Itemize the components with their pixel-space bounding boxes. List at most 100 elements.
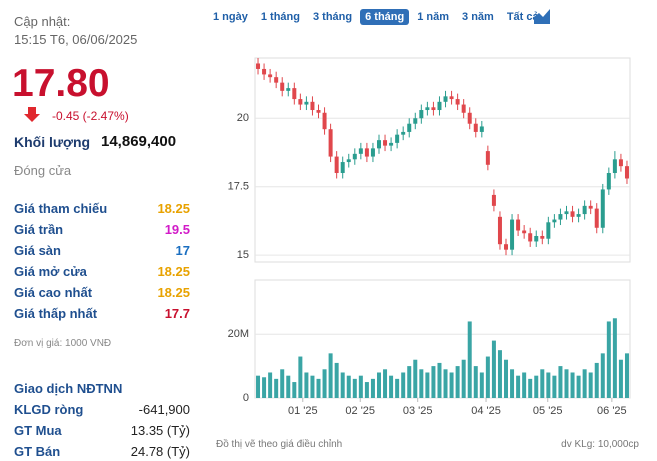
volume-bar [624, 353, 629, 398]
candle-body [485, 151, 490, 165]
candle-body [467, 112, 472, 124]
x-tick-label: 06 '25 [597, 405, 627, 417]
candle-body [594, 208, 599, 228]
plot-frame [254, 57, 631, 263]
foreign-label: GT Bán [14, 444, 61, 459]
candle-body [334, 156, 339, 174]
candle-body [618, 159, 623, 167]
volume-bar [516, 375, 521, 398]
volume-bar [262, 377, 267, 398]
foreign-value: -641,900 [138, 402, 190, 417]
volume-bar [504, 359, 509, 398]
volume-bar [594, 362, 599, 398]
candle-body [256, 63, 261, 69]
candle-body [461, 104, 466, 113]
y-tick-label: 20M [228, 328, 249, 340]
price: 17.80 [12, 62, 110, 105]
volume-bar [582, 369, 587, 398]
y-tick-label: 17.5 [228, 181, 249, 193]
volume-bar [479, 372, 484, 398]
candle-body [516, 219, 521, 231]
volume-bar [534, 375, 539, 398]
volume-bar [576, 375, 581, 398]
candle-body [370, 148, 375, 157]
row-label: Giá cao nhất [14, 285, 93, 300]
x-tick-label: 04 '25 [471, 405, 501, 417]
volume-bar [564, 369, 569, 398]
x-tick-label: 01 '25 [288, 405, 318, 417]
volume-label: Khối lượng [14, 134, 91, 150]
range-tab[interactable]: 3 năm [462, 11, 494, 23]
volume-bar [364, 382, 369, 398]
candle-body [286, 88, 291, 91]
volume-bar [552, 375, 557, 398]
volume-bar [292, 382, 297, 398]
candle-body [407, 123, 412, 132]
chart-icon[interactable] [534, 8, 550, 24]
volume-bar [298, 356, 303, 398]
candle-body [401, 131, 406, 135]
volume-bar [570, 372, 575, 398]
row-value: 17.7 [164, 306, 190, 321]
volume-bar [280, 369, 285, 398]
candle-body [449, 96, 454, 100]
candle-body [262, 68, 267, 75]
range-tab[interactable]: 1 tháng [260, 11, 300, 23]
volume-bar [310, 375, 315, 398]
candle-body [364, 148, 369, 157]
volume-bar [328, 353, 333, 398]
volume-bar [358, 375, 363, 398]
volume-bar [401, 372, 406, 398]
candle-body [328, 129, 333, 157]
range-tabs: 1 ngày 1 tháng 3 tháng 6 tháng 1 năm 3 năm Tất… [208, 9, 544, 25]
candle-body [310, 101, 315, 111]
range-tab[interactable]: 1 ngày [213, 11, 248, 23]
candle-body [455, 99, 460, 105]
volume-bar [485, 356, 490, 398]
volume-bar [340, 372, 345, 398]
volume: 14,869,400 [101, 133, 177, 150]
row-label: Giá trần [14, 222, 64, 237]
volume-bar [425, 372, 430, 398]
volume-bar [389, 375, 394, 398]
volume-bar [588, 372, 593, 398]
foreign-value: 13.35 (Tỷ) [130, 423, 190, 438]
volume-bar [419, 369, 424, 398]
range-tab[interactable]: 6 tháng [360, 9, 410, 25]
volume-bar [334, 362, 339, 398]
candle-body [292, 88, 297, 100]
volume-bar [467, 321, 472, 398]
candle-body [624, 166, 629, 179]
updated-label: Cập nhật: [14, 14, 71, 29]
volume-bar [304, 372, 309, 398]
candle-body [491, 194, 496, 206]
row-label: Giá thấp nhất [14, 306, 98, 321]
candle-body [316, 110, 321, 113]
candle-body [304, 101, 309, 105]
candle-body [298, 99, 303, 105]
candle-body [558, 214, 563, 220]
row-value: 17 [175, 243, 190, 258]
candle-body [268, 74, 273, 78]
volume-bar [316, 378, 321, 398]
row-value: 18.25 [157, 201, 190, 216]
volume-bar [510, 369, 515, 398]
range-tab[interactable]: 1 năm [417, 11, 450, 23]
volume-bar [407, 366, 412, 398]
candle-body [413, 118, 418, 124]
candle-body [522, 230, 527, 234]
volume-bar [606, 321, 611, 398]
volume-bar [618, 359, 623, 398]
candle-body [352, 153, 357, 160]
candle-body [437, 101, 442, 111]
range-tab[interactable]: 3 tháng [312, 11, 353, 23]
row-label: Giá mở cửa [14, 264, 87, 279]
updated-time: 15:15 T6, 06/06/2025 [14, 32, 138, 47]
volume-bar [491, 340, 496, 398]
candle-body [510, 219, 515, 250]
candle-body [612, 159, 617, 174]
candle-body [346, 159, 351, 163]
range-tab[interactable]: Tất cả [506, 11, 539, 23]
volume-bar [413, 359, 418, 398]
candle-body [419, 110, 424, 119]
